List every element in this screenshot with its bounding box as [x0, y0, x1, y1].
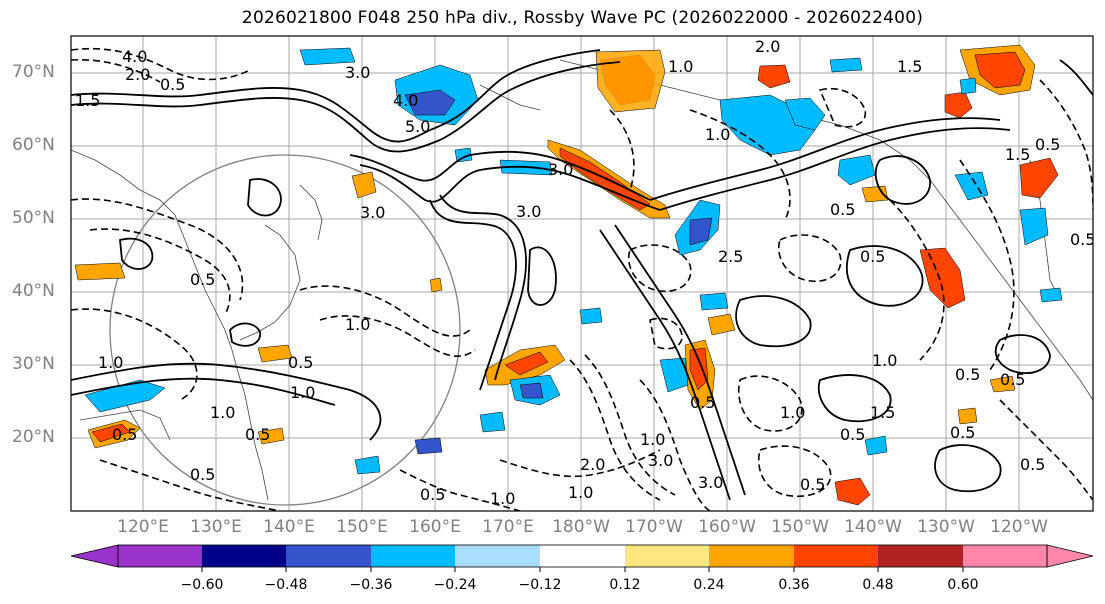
map-background: [71, 36, 1093, 511]
contour-label: 0.5: [190, 270, 215, 289]
lat-label-30n: 30°N: [12, 354, 55, 374]
lon-label-170w: 170°W: [625, 517, 683, 537]
colorbar-tick-label: −0.48: [264, 577, 308, 593]
contour-label: 1.5: [870, 403, 895, 422]
contour-label: 3.0: [698, 473, 723, 492]
convergence-shading: [84, 47, 1063, 475]
contour-label: 0.5: [840, 425, 865, 444]
contour-label: 3.0: [345, 63, 370, 82]
lon-label-160w: 160°W: [698, 517, 756, 537]
contour-label: 4.0: [122, 47, 147, 66]
colorbar-tick-label: −0.12: [518, 577, 562, 593]
contour-label: 2.0: [580, 455, 605, 474]
contour-label: 1.5: [75, 91, 100, 110]
contour-label: 0.5: [860, 247, 885, 266]
colorbar-tick-label: 0.48: [862, 577, 894, 593]
contour-label: 3.0: [548, 160, 573, 179]
contour-label: 0.5: [1000, 370, 1025, 389]
colorbar-tick-label: 0.36: [778, 577, 810, 593]
lat-label-20n: 20°N: [12, 427, 55, 447]
contour-label: 1.0: [705, 125, 730, 144]
dashed-contours: [71, 47, 1093, 511]
contour-label: 0.5: [112, 425, 137, 444]
contour-label: 0.5: [800, 475, 825, 494]
contour-label: 4.0: [393, 91, 418, 110]
colorbar-tick-label: −0.24: [433, 577, 477, 593]
lon-label-150e: 150°E: [336, 517, 388, 537]
contour-label: 0.5: [955, 365, 980, 384]
contour-label: 3.0: [516, 202, 541, 221]
contour-label: 1.5: [897, 57, 922, 76]
contour-label: 0.5: [245, 425, 270, 444]
lat-label-60n: 60°N: [12, 135, 55, 155]
graticule: [71, 36, 1093, 511]
contour-label: 0.5: [288, 353, 313, 372]
lat-label-50n: 50°N: [12, 208, 55, 228]
contour-label: 1.0: [872, 351, 897, 370]
lon-label-120w: 120°W: [990, 517, 1048, 537]
contour-label: 1.0: [640, 430, 665, 449]
contour-label: 1.0: [568, 483, 593, 502]
contour-label: 0.5: [420, 485, 445, 504]
contour-label: 2.0: [755, 37, 780, 56]
lon-label-120e: 120°E: [117, 517, 169, 537]
colorbar-tick-label: 0.60: [947, 577, 979, 593]
contour-label: 2.0: [125, 65, 150, 84]
contour-label: 1.0: [98, 353, 123, 372]
lon-label-140e: 140°E: [263, 517, 315, 537]
lon-label-170e: 170°E: [482, 517, 534, 537]
contour-label: 0.5: [1070, 230, 1095, 249]
coastlines: [71, 59, 1093, 501]
lon-label-130w: 130°W: [917, 517, 975, 537]
contour-label: 0.5: [950, 423, 975, 442]
range-circle: [109, 154, 461, 506]
contour-label: 0.5: [690, 393, 715, 412]
contour-label: 5.0: [405, 117, 430, 136]
contour-label: 1.0: [290, 383, 315, 402]
contour-label: 3.0: [360, 203, 385, 222]
contour-label: 0.5: [830, 200, 855, 219]
lon-label-180w: 180°W: [552, 517, 610, 537]
contour-label: 2.5: [718, 247, 743, 266]
lat-label-40n: 40°N: [12, 281, 55, 301]
lon-label-140w: 140°W: [844, 517, 902, 537]
contour-label: 1.0: [345, 315, 370, 334]
colorbar-tick-label: −0.60: [180, 577, 224, 593]
contour-label: 3.0: [648, 451, 673, 470]
map-frame: [70, 35, 1094, 512]
map-title: 2026021800 F048 250 hPa div., Rossby Wav…: [241, 8, 924, 28]
lon-label-150w: 150°W: [771, 517, 829, 537]
lon-label-130e: 130°E: [190, 517, 242, 537]
lon-label-160e: 160°E: [409, 517, 461, 537]
colorbar-tick-label: 0.24: [693, 577, 725, 593]
contour-label: 0.5: [1035, 135, 1060, 154]
contour-label: 1.0: [210, 403, 235, 422]
colorbar-tick-label: 0.12: [609, 577, 641, 593]
contour-label: 0.5: [1020, 455, 1045, 474]
contour-label: 1.0: [780, 403, 805, 422]
contour-label: 1.5: [1005, 145, 1030, 164]
contour-label: 1.0: [668, 57, 693, 76]
contour-label: 1.0: [490, 489, 515, 508]
contour-labels: 4.0 2.0 1.5 0.5 3.0 5.0 4.0 3.0 3.0 1.0 …: [75, 37, 1095, 508]
contour-label: 0.5: [160, 75, 185, 94]
lat-label-70n: 70°N: [12, 62, 55, 82]
colorbar-tick-label: −0.36: [349, 577, 393, 593]
contour-label: 0.5: [190, 465, 215, 484]
solid-contours: [71, 49, 1093, 501]
